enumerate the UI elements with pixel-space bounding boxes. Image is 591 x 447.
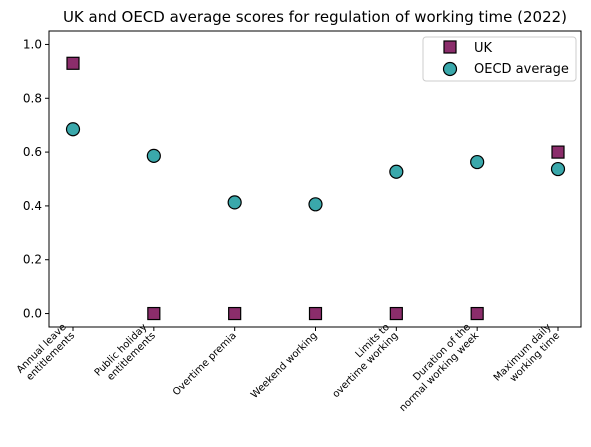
point-oecd-average-0 xyxy=(65,122,81,137)
point-uk-1 xyxy=(147,306,161,321)
xtick-label-annual-leave-entitlements: Annual leaveentitlements xyxy=(15,322,77,384)
ytick-label-5: 1.0 xyxy=(23,37,42,51)
chart-title: UK and OECD average scores for regulatio… xyxy=(63,8,567,26)
ytick-label-1: 0.2 xyxy=(23,253,42,267)
series-uk xyxy=(66,56,565,321)
series-oecd-average xyxy=(65,122,566,212)
xtick-label-limits-to-overtime-working: Limits toovertime working xyxy=(322,322,400,400)
point-oecd-average-5 xyxy=(470,154,485,170)
xtick-label-duration-of-the-normal-working-week: Duration of thenormal working week xyxy=(389,322,481,414)
xtick-label-overtime-premia: Overtime premia xyxy=(171,330,239,398)
point-oecd-average-6 xyxy=(550,161,566,177)
point-uk-5 xyxy=(470,306,484,321)
ytick-label-2: 0.4 xyxy=(23,199,42,213)
legend-marker-oecd-average xyxy=(442,61,458,77)
point-uk-3 xyxy=(308,306,323,321)
ytick-label-4: 0.8 xyxy=(23,91,42,105)
point-oecd-average-3 xyxy=(308,197,323,212)
point-uk-4 xyxy=(389,306,403,321)
series-layer xyxy=(65,56,566,321)
legend-label-oecd-average: OECD average xyxy=(474,62,569,77)
point-oecd-average-1 xyxy=(146,148,161,163)
point-uk-2 xyxy=(228,306,242,321)
x-axis: Annual leaveentitlements Public holidayen… xyxy=(15,322,562,414)
legend-box xyxy=(422,36,577,82)
legend-label-uk: UK xyxy=(474,41,493,56)
point-oecd-average-4 xyxy=(389,164,404,179)
xtick-label-maximum-daily-working-time: Maximum dailyworking time xyxy=(492,322,562,392)
xtick-label-weekend-working: Weekend working xyxy=(249,330,320,401)
legend-marker-uk xyxy=(443,40,457,54)
legend: UK OECD average xyxy=(422,36,577,82)
point-uk-0 xyxy=(66,56,80,70)
ytick-label-3: 0.6 xyxy=(23,145,42,159)
point-oecd-average-2 xyxy=(227,195,242,210)
xtick-label-public-holiday-entitlements: Public holidayentitlements xyxy=(93,322,158,387)
point-uk-6 xyxy=(551,145,565,159)
y-axis: 0.0 0.2 0.4 0.6 0.8 1.0 xyxy=(23,37,49,321)
ytick-label-0: 0.0 xyxy=(23,307,42,321)
